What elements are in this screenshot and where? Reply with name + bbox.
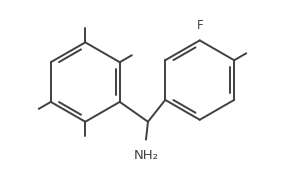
Text: F: F xyxy=(197,20,203,32)
Text: NH₂: NH₂ xyxy=(133,149,158,161)
